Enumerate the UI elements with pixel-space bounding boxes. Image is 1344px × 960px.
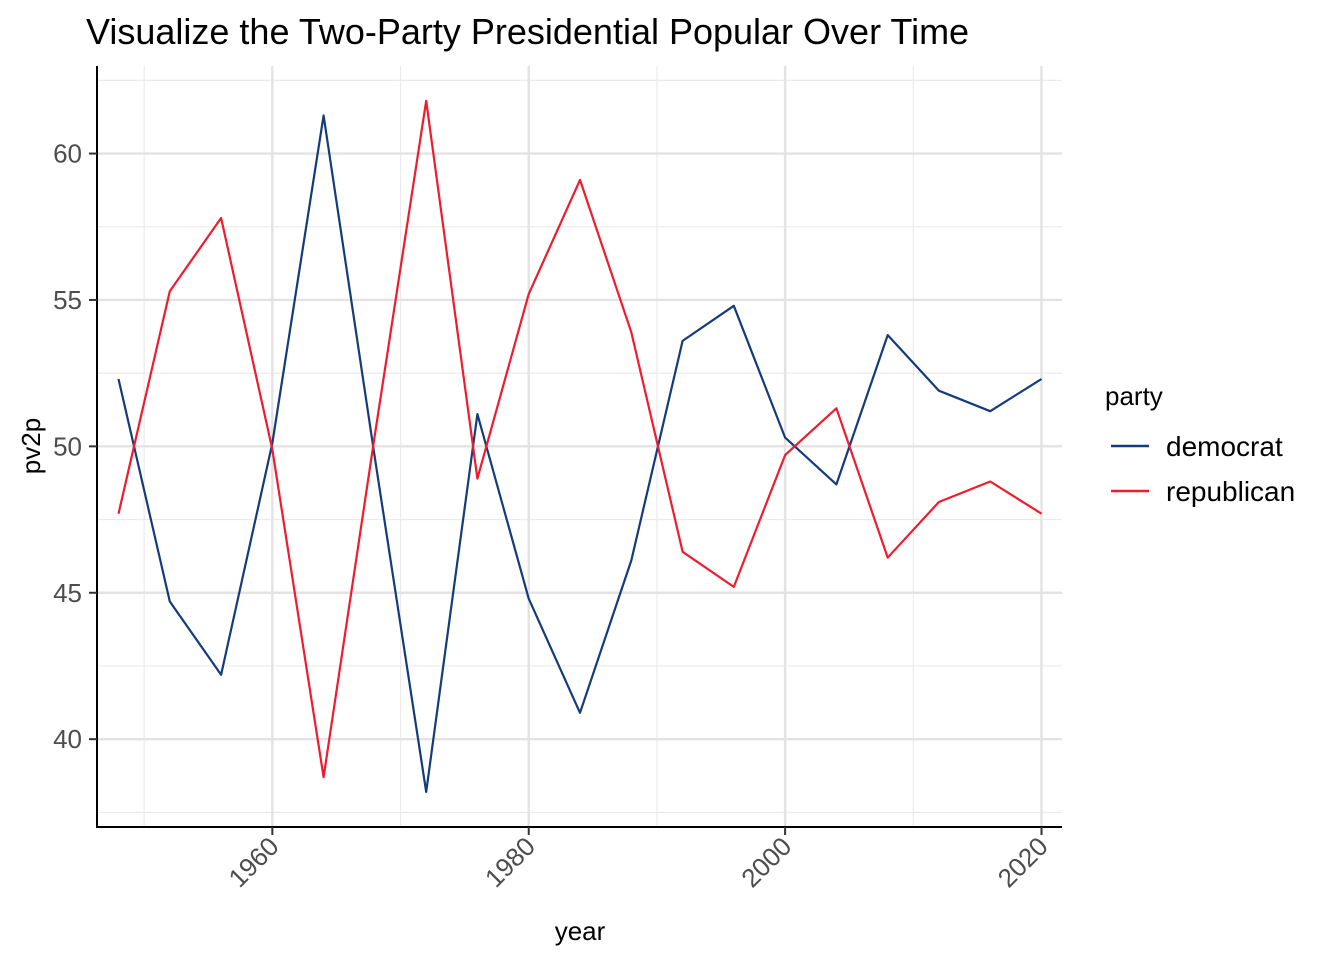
y-axis-title: pv2p [16,418,46,474]
grid-minor [98,66,1062,827]
series-line-democrat [117,114,1043,794]
y-tick-label: 60 [53,139,82,169]
x-axis-title: year [555,916,606,946]
legend: party democrat republican [1105,381,1295,507]
y-tick-label: 45 [53,578,82,608]
y-tick-label: 40 [53,724,82,754]
chart-title: Visualize the Two-Party Presidential Pop… [86,11,969,52]
legend-title: party [1105,381,1163,411]
x-tick-label: 1980 [479,831,541,893]
x-axis-ticks: 1960 1980 2000 2020 [222,827,1054,893]
x-tick-label: 2020 [992,831,1054,893]
series-line-republican [117,99,1043,779]
y-tick-label: 55 [53,285,82,315]
x-tick-label: 1960 [222,831,284,893]
y-tick-label: 50 [53,431,82,461]
legend-label-democrat: democrat [1166,431,1283,462]
x-tick-label: 2000 [735,831,797,893]
y-axis-ticks: 40 45 50 55 60 [53,139,97,754]
legend-label-republican: republican [1166,476,1295,507]
grid-major [98,66,1062,827]
series-lines [117,99,1043,794]
